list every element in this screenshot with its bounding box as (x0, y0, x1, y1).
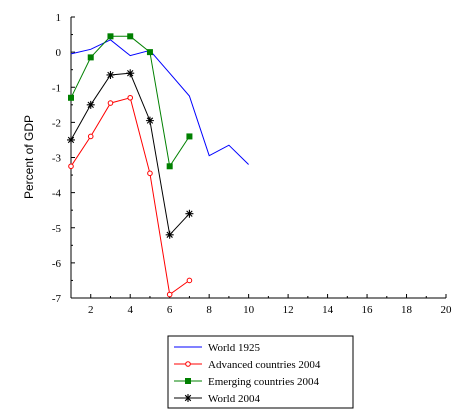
y-tick-label: -6 (52, 258, 62, 270)
data-point (147, 170, 153, 177)
data-point (165, 230, 174, 239)
data-point (185, 378, 191, 384)
data-point (107, 100, 114, 106)
data-point (87, 133, 94, 140)
y-tick-label: -2 (52, 117, 61, 129)
x-tick-label: 20 (441, 304, 453, 316)
x-tick-label: 6 (167, 304, 173, 316)
series-line (70, 39, 249, 165)
y-axis-title: Percent of GDP (22, 115, 36, 199)
legend-item: World 1925 (174, 342, 260, 354)
legend-label: Emerging countries 2004 (208, 376, 319, 388)
data-point (106, 70, 115, 79)
legend-item: World 2004 (174, 393, 260, 405)
data-point (68, 163, 74, 170)
x-tick-label: 8 (206, 304, 212, 316)
series-line (70, 97, 190, 296)
data-point (185, 361, 191, 367)
x-tick-label: 12 (283, 304, 294, 316)
legend-item: Advanced countries 2004 (174, 359, 321, 371)
series-1 (68, 94, 193, 298)
data-point (166, 163, 173, 170)
data-point (87, 54, 94, 61)
y-tick-label: 1 (56, 12, 62, 24)
data-point (186, 277, 193, 284)
x-tick-label: 2 (88, 304, 94, 316)
y-tick-label: -5 (52, 223, 62, 235)
data-point (127, 33, 134, 40)
data-point (146, 49, 153, 56)
x-tick-label: 16 (362, 304, 374, 316)
x-tick-label: 18 (401, 304, 413, 316)
legend-item: Emerging countries 2004 (174, 376, 319, 388)
data-point (68, 94, 74, 101)
y-tick-label: -3 (52, 153, 62, 165)
legend: World 1925 Advanced countries 2004 Emergin… (167, 335, 354, 409)
data-point (127, 94, 134, 101)
data-point (67, 135, 75, 144)
data-point (86, 100, 95, 109)
series-2 (68, 33, 193, 170)
x-tick-label: 14 (322, 304, 334, 316)
y-tick-label: -4 (52, 188, 62, 200)
data-point (145, 116, 154, 125)
data-point (184, 394, 192, 402)
series-3 (67, 69, 194, 239)
data-point (185, 209, 194, 218)
y-tick-label: -7 (52, 293, 62, 305)
data-point (126, 69, 135, 78)
y-tick-label: -1 (52, 82, 61, 94)
legend-label: World 2004 (208, 393, 260, 405)
data-point (107, 33, 114, 40)
x-tick-label: 4 (127, 304, 133, 316)
y-tick-label: 0 (56, 47, 62, 59)
legend-label: Advanced countries 2004 (208, 359, 321, 371)
series-layer (67, 33, 249, 298)
series-0 (70, 39, 249, 165)
x-tick-label: 10 (243, 304, 255, 316)
legend-box (167, 335, 354, 409)
legend-label: World 1925 (208, 342, 260, 354)
data-point (166, 291, 173, 298)
data-point (186, 133, 193, 140)
